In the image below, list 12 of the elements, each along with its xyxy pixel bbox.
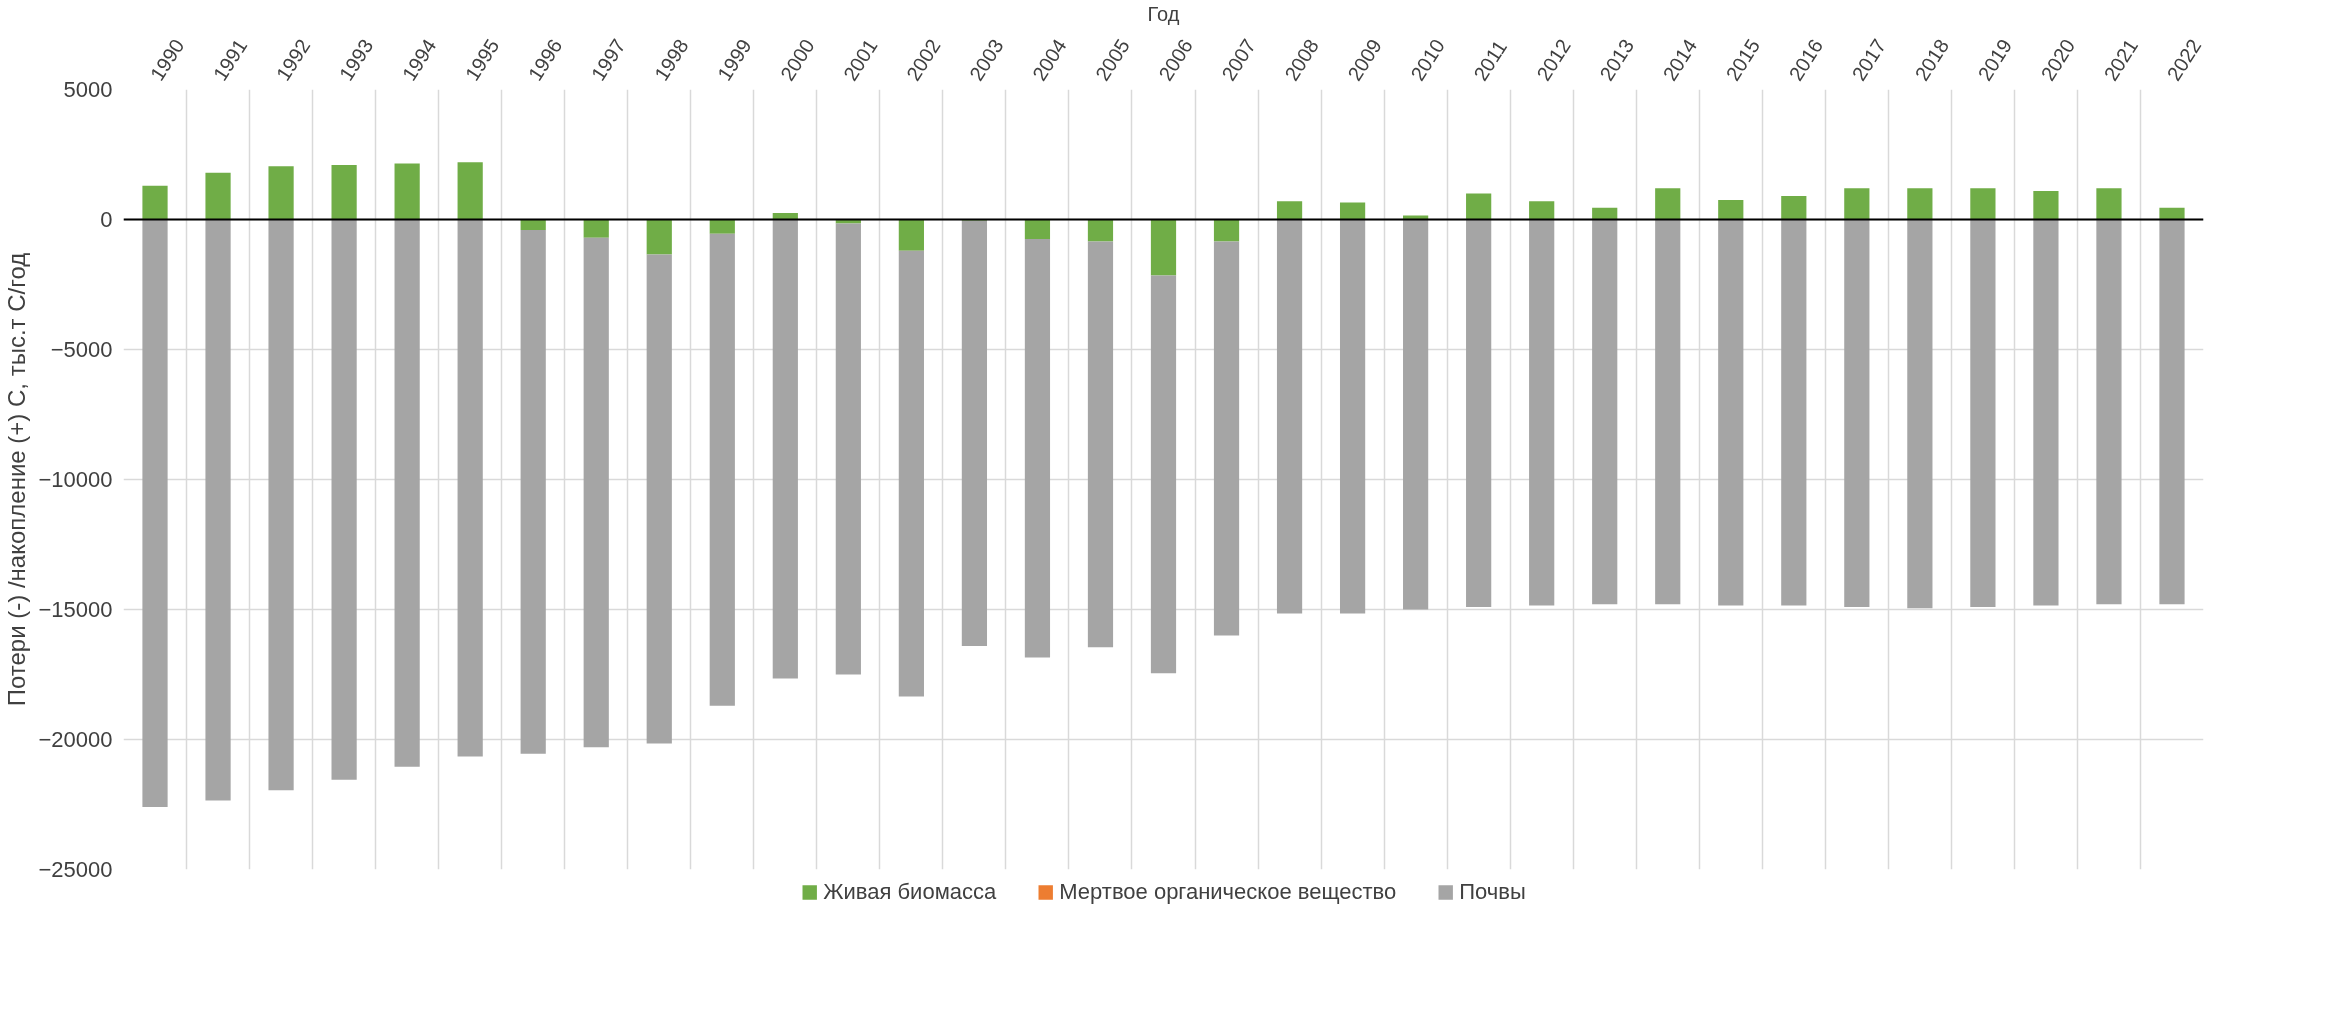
- y-tick-label: 5000: [63, 77, 113, 102]
- legend-label: Почвы: [1459, 879, 1526, 905]
- legend-label: Мертвое органическое вещество: [1059, 879, 1397, 905]
- y-tick-label: −5000: [50, 337, 113, 362]
- y-tick-label: −25000: [38, 857, 113, 882]
- y-tick-label: −10000: [38, 467, 113, 492]
- legend-label: Живая биомасса: [823, 879, 997, 905]
- y-tick-label: −15000: [38, 597, 113, 622]
- y-axis-title: Потери (-) /накопление (+) С, тыс.т С/год: [3, 252, 31, 707]
- y-tick-label: −20000: [38, 727, 113, 752]
- y-tick-label: 0: [100, 207, 113, 232]
- x-axis-title: Год: [1147, 3, 1180, 26]
